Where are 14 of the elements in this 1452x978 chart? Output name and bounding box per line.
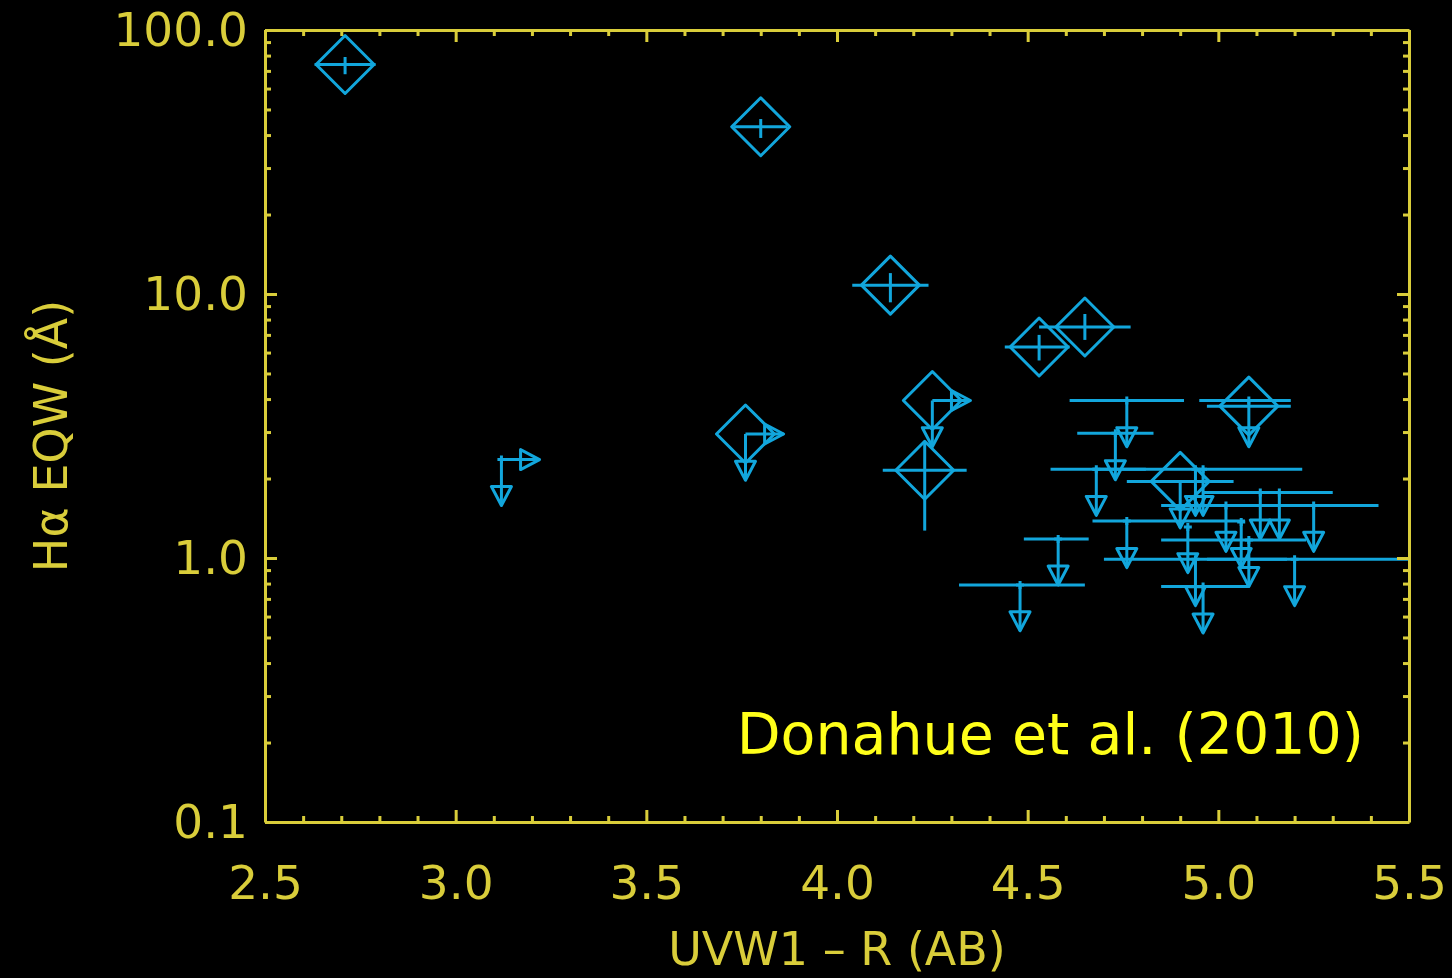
x-tick-label: 3.5: [609, 855, 685, 911]
y-tick-label: 1.0: [173, 529, 248, 585]
y-tick-label: 10.0: [143, 265, 248, 321]
y-tick-label: 0.1: [173, 793, 248, 849]
x-tick-label: 3.0: [418, 855, 494, 911]
x-tick-label: 4.0: [800, 855, 875, 911]
x-tick-label: 5.0: [1181, 855, 1257, 911]
x-tick-label: 4.5: [990, 855, 1066, 911]
y-tick-label: 100.0: [113, 1, 248, 57]
x-tick-label: 5.5: [1372, 855, 1447, 911]
x-axis-title: UVW1 – R (AB): [668, 921, 1006, 976]
x-tick-label: 2.5: [228, 855, 303, 911]
annotation: Donahue et al. (2010): [736, 701, 1364, 767]
y-axis-title: Hα EQW (Å): [23, 299, 78, 573]
